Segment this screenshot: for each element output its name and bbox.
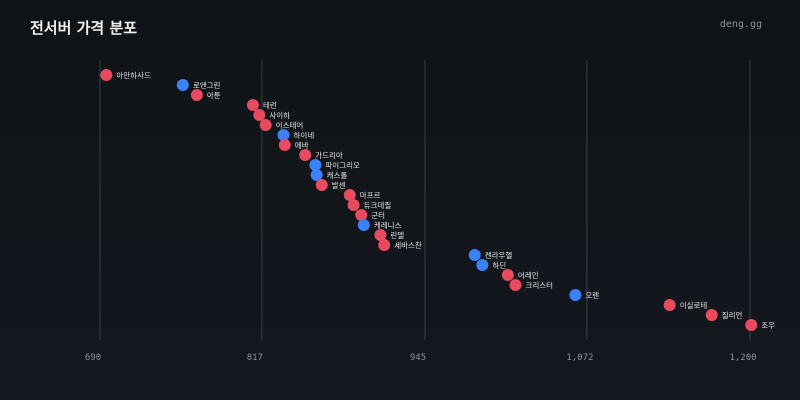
data-point[interactable]: 발센	[315, 179, 346, 191]
data-point[interactable]: 에바	[278, 139, 309, 151]
data-point[interactable]: 캐스톨	[310, 169, 348, 181]
data-point[interactable]: 하딘	[476, 259, 506, 271]
data-point[interactable]: 케레니스	[357, 219, 402, 231]
point-marker[interactable]	[315, 179, 328, 191]
brand-label: deng.gg	[719, 19, 762, 30]
point-marker[interactable]	[705, 309, 718, 321]
point-label: 하이네	[294, 130, 315, 140]
point-label: 가드리아	[315, 150, 343, 160]
point-label: 린델	[390, 230, 404, 240]
point-marker[interactable]	[310, 169, 323, 181]
x-tick-label: 817	[247, 353, 263, 363]
point-label: 조우	[761, 321, 775, 330]
data-point[interactable]: 군터	[355, 209, 385, 221]
data-point[interactable]: 이스테어	[259, 119, 304, 131]
data-point[interactable]: 어레인	[501, 269, 539, 281]
point-marker[interactable]	[176, 79, 189, 91]
data-point[interactable]: 가드리아	[299, 149, 343, 161]
point-label: 하딘	[492, 260, 506, 270]
point-label: 아만하사드	[116, 70, 151, 80]
chart-title: 전서버 가격 분포	[30, 19, 138, 37]
point-marker[interactable]	[309, 159, 322, 171]
point-label: 사이하	[269, 110, 290, 120]
point-label: 오렌	[585, 290, 599, 300]
point-marker[interactable]	[278, 139, 291, 151]
data-point[interactable]: 이실로테	[663, 299, 708, 311]
point-label: 에바	[295, 140, 309, 150]
point-label: 켄라우헬	[485, 250, 513, 260]
x-tick-label: 690	[85, 353, 101, 363]
point-label: 테런	[263, 100, 277, 110]
x-tick-label: 1,072	[566, 353, 593, 363]
point-marker[interactable]	[509, 279, 522, 291]
point-marker[interactable]	[246, 99, 259, 111]
point-label: 로엔그린	[193, 80, 221, 90]
point-marker[interactable]	[357, 219, 370, 231]
point-label: 파이그리오	[325, 160, 360, 170]
point-marker[interactable]	[374, 229, 387, 241]
point-marker[interactable]	[745, 319, 758, 331]
data-point[interactable]: 켄라우헬	[468, 249, 513, 261]
point-marker[interactable]	[299, 149, 312, 161]
data-point[interactable]: 듀크데필	[347, 199, 392, 211]
point-marker[interactable]	[476, 259, 489, 271]
point-label: 마프르	[360, 191, 381, 200]
point-label: 케레니스	[374, 221, 402, 230]
point-marker[interactable]	[663, 299, 676, 311]
point-label: 발센	[332, 180, 346, 190]
data-point[interactable]: 사이하	[253, 109, 290, 121]
point-marker[interactable]	[277, 129, 290, 141]
data-point[interactable]: 크리스터	[509, 279, 553, 291]
data-point[interactable]: 질리언	[705, 309, 743, 321]
data-point[interactable]: 하이네	[277, 129, 315, 141]
data-point[interactable]: 세바스찬	[378, 239, 422, 251]
point-label: 이스테어	[276, 120, 304, 130]
point-marker[interactable]	[347, 199, 360, 211]
data-point[interactable]: 파이그리오	[309, 159, 360, 171]
point-marker[interactable]	[259, 119, 272, 131]
point-label: 캐스톨	[327, 171, 348, 180]
data-point[interactable]: 아만하사드	[100, 69, 151, 81]
point-marker[interactable]	[355, 209, 368, 221]
point-label: 어레인	[518, 270, 539, 280]
data-point[interactable]: 린델	[374, 229, 404, 241]
point-marker[interactable]	[253, 109, 266, 121]
point-label: 아툰	[207, 90, 221, 100]
x-tick-label: 1,200	[729, 353, 756, 363]
point-label: 듀크데필	[364, 200, 392, 210]
data-point[interactable]: 아툰	[190, 89, 221, 101]
point-marker[interactable]	[190, 89, 203, 101]
point-marker[interactable]	[468, 249, 481, 261]
point-label: 이실로테	[680, 300, 708, 310]
data-point[interactable]: 로엔그린	[176, 79, 221, 91]
point-marker[interactable]	[343, 189, 356, 201]
data-point[interactable]: 테런	[246, 99, 277, 111]
point-label: 세바스찬	[394, 240, 422, 250]
data-point[interactable]: 마프르	[343, 189, 381, 201]
data-point[interactable]: 오렌	[569, 289, 599, 301]
point-marker[interactable]	[378, 239, 391, 251]
point-label: 질리언	[722, 310, 743, 320]
point-marker[interactable]	[100, 69, 113, 81]
point-label: 크리스터	[525, 281, 553, 290]
x-tick-label: 945	[410, 353, 426, 363]
point-marker[interactable]	[501, 269, 514, 281]
point-label: 군터	[371, 211, 385, 220]
data-point[interactable]: 조우	[745, 319, 775, 331]
point-marker[interactable]	[569, 289, 582, 301]
